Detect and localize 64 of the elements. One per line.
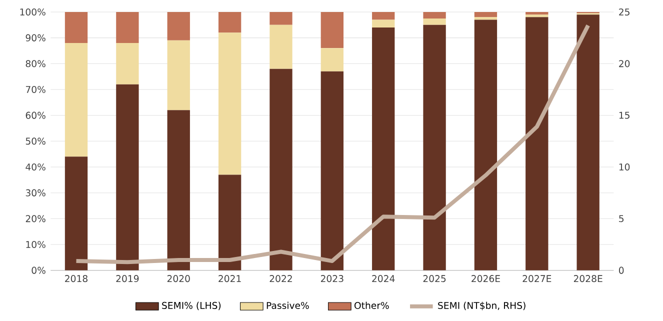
y-tick-label: 30% bbox=[26, 189, 46, 196]
bar bbox=[423, 12, 446, 18]
y-tick-label: 60% bbox=[26, 112, 46, 119]
bar bbox=[116, 12, 139, 43]
bar bbox=[218, 32, 242, 175]
bar bbox=[320, 71, 344, 270]
y-tick-label: 80% bbox=[26, 60, 46, 68]
y-tick-label: 90% bbox=[26, 34, 46, 42]
bar bbox=[270, 24, 292, 69]
legend-label: Other% bbox=[354, 302, 389, 309]
y-tick-label: 20% bbox=[26, 215, 46, 222]
bar bbox=[423, 18, 446, 25]
bar bbox=[320, 12, 344, 48]
bar bbox=[116, 84, 139, 270]
bar bbox=[474, 20, 498, 270]
x-tick-label: 2018 bbox=[65, 275, 88, 282]
y2-tick-label: 10 bbox=[619, 163, 630, 171]
bar bbox=[167, 12, 190, 40]
x-tick-label: 2023 bbox=[320, 275, 344, 282]
legend-label: Passive% bbox=[266, 302, 309, 309]
legend-label: SEMI (NT$bn, RHS) bbox=[438, 302, 526, 310]
bar bbox=[167, 40, 190, 110]
y-tick-label: 10% bbox=[26, 240, 46, 248]
y-tick-label: 50% bbox=[26, 138, 46, 145]
bar bbox=[320, 48, 344, 72]
x-tick-label: 2028E bbox=[574, 275, 602, 282]
y-tick-label: 100% bbox=[20, 8, 46, 16]
y2-tick-label: 0 bbox=[618, 266, 624, 274]
y-tick-label: 70% bbox=[26, 86, 46, 94]
x-tick-label: 2020 bbox=[167, 275, 190, 282]
bar bbox=[372, 20, 395, 28]
x-tick-label: 2024 bbox=[372, 275, 395, 282]
x-tick-label: 2027E bbox=[522, 275, 552, 282]
bar bbox=[270, 12, 292, 25]
bar bbox=[372, 28, 395, 270]
bar bbox=[372, 12, 395, 20]
bar bbox=[576, 14, 600, 270]
bar bbox=[474, 12, 498, 18]
y2-tick-label: 5 bbox=[619, 215, 624, 222]
bar bbox=[64, 42, 88, 157]
x-tick-label: 2019 bbox=[116, 275, 139, 282]
bar bbox=[167, 110, 190, 270]
line-series bbox=[74, 23, 590, 264]
x-tick-label: 2026E bbox=[472, 275, 500, 282]
bar bbox=[116, 42, 139, 84]
bar bbox=[526, 12, 548, 15]
legend-label: SEMI% (LHS) bbox=[162, 302, 221, 310]
y2-tick-label: 25 bbox=[619, 8, 630, 16]
bar bbox=[423, 24, 446, 270]
bar bbox=[64, 12, 88, 43]
bar bbox=[526, 14, 548, 18]
x-tick-label: 2021 bbox=[218, 275, 241, 282]
bar bbox=[474, 17, 498, 20]
bar bbox=[526, 17, 548, 270]
x-tick-label: 2022 bbox=[270, 275, 292, 282]
bar bbox=[218, 12, 242, 33]
y2-tick-label: 15 bbox=[619, 112, 630, 119]
bar bbox=[64, 156, 88, 270]
y2-tick-label: 20 bbox=[619, 60, 630, 68]
y-tick-label: 0% bbox=[32, 266, 46, 274]
bar bbox=[218, 174, 242, 270]
bar bbox=[270, 68, 292, 270]
y-tick-label: 40% bbox=[26, 163, 46, 171]
x-tick-label: 2025 bbox=[423, 275, 446, 282]
